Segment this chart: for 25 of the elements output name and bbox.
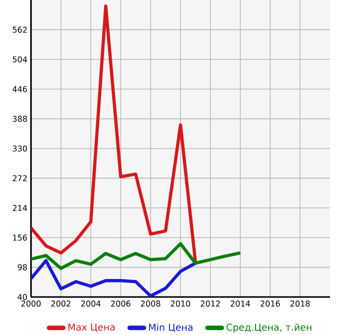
y-tick-label: 272 [12,175,27,182]
y-tick-label: 388 [12,116,27,122]
y-tick-label: 562 [12,26,27,33]
legend-label: Сред.Цена, т.йен [226,323,312,333]
x-tick-label: 2002 [51,300,70,307]
y-tick-label: 330 [12,145,27,152]
y-tick-label: 98 [18,264,27,270]
line-series [31,259,198,298]
x-tick-label: 2010 [170,300,190,307]
y-tick-label: 446 [12,86,27,92]
legend-label: Min Цена [149,323,192,332]
x-tick-label: 2006 [111,300,130,307]
x-tick-label: 2004 [81,300,101,307]
x-tick-label: 2014 [230,300,250,307]
x-tick-label: 2018 [290,300,310,307]
x-tick-label: 2008 [141,300,160,307]
y-tick-label: 156 [13,234,27,241]
y-tick-label: 504 [12,56,28,62]
legend-label: Max Цена [68,324,115,332]
y-tick-label: 40 [18,294,27,300]
x-tick-label: 2016 [260,300,280,307]
line-series [31,4,198,264]
y-tick-label: 214 [12,204,28,211]
x-tick-label: 2000 [21,300,41,307]
x-tick-label: 2012 [200,300,220,307]
